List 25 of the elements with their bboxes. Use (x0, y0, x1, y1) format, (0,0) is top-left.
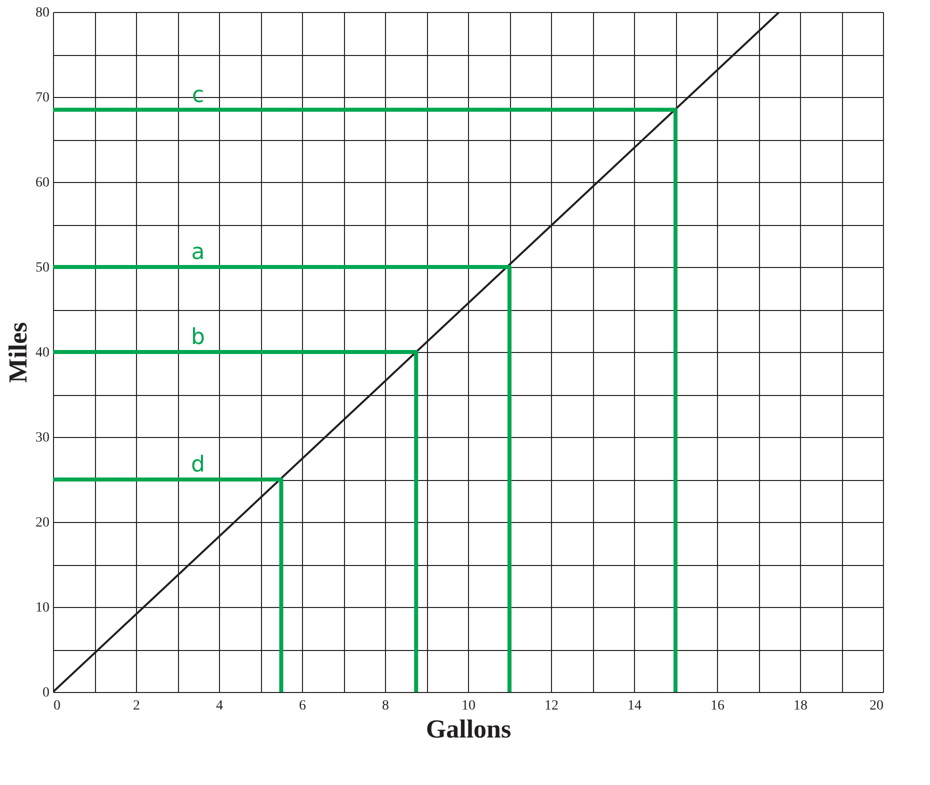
x-tick-label: 2 (133, 698, 140, 714)
annotation: a (191, 240, 205, 265)
y-tick-label: 0 (42, 686, 50, 700)
x-tick-label: 20 (870, 698, 884, 714)
y-tick-label: 70 (36, 90, 50, 106)
x-tick-label: 12 (544, 698, 558, 714)
x-tick-label: 14 (628, 698, 642, 714)
y-tick-label: 80 (36, 6, 50, 20)
y-tick-label: 10 (36, 600, 50, 616)
x-tick-label: 18 (794, 698, 808, 714)
x-tick-label: 16 (710, 698, 724, 714)
x-tick-label: 4 (216, 698, 223, 714)
y-tick-label: 50 (36, 260, 50, 276)
x-tick-label: 10 (462, 698, 476, 714)
x-tick-label: 8 (382, 698, 389, 714)
y-tick-label: 40 (36, 346, 50, 360)
x-tick-label: 0 (54, 698, 60, 714)
y-tick-label: 60 (36, 176, 50, 190)
y-axis-title: Miles (4, 322, 32, 383)
x-axis-title: Gallons (426, 714, 512, 744)
annotation: b (191, 325, 205, 350)
annotation: d (191, 452, 205, 478)
y-tick-label: 30 (36, 430, 50, 446)
y-tick-label: 20 (36, 516, 50, 530)
x-tick-label: 6 (299, 698, 306, 714)
